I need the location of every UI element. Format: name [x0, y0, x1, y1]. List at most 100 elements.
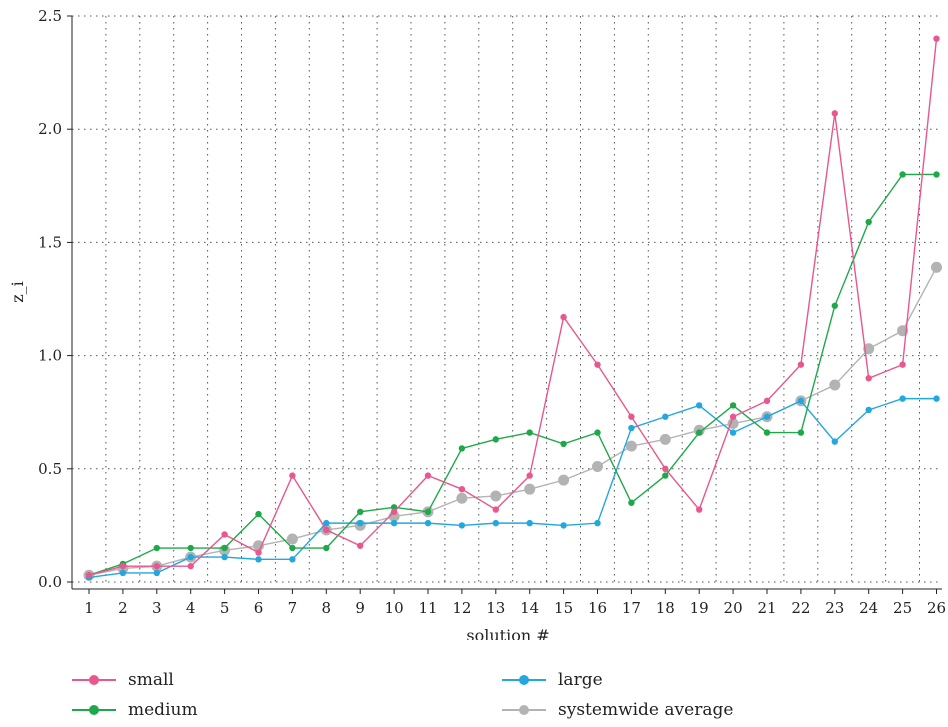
x-tick-labels: 1 2 3 4 5 6 7 8 9 10 11 12 13 14 15 16 17 18 19 20 21 22 23 24 2… — [84, 599, 946, 617]
data-point-medium — [323, 544, 330, 552]
y-tick-label: 0.0 — [38, 573, 62, 591]
x-tick-label: 17 — [622, 599, 641, 617]
data-point-small — [323, 526, 330, 534]
data-point-medium — [153, 544, 160, 552]
data-point-small — [763, 397, 771, 405]
x-tick-label: 18 — [656, 599, 675, 617]
data-point-small — [255, 549, 262, 556]
legend-item-medium: medium — [72, 699, 198, 721]
x-tick-label: 9 — [355, 599, 365, 617]
legend-swatch-medium — [72, 699, 116, 721]
data-point-systemwide-average — [625, 440, 637, 452]
data-point-large — [357, 519, 364, 527]
data-point-medium — [729, 402, 737, 409]
data-point-systemwide-average — [456, 492, 468, 504]
data-point-medium — [424, 508, 432, 516]
data-point-medium — [865, 218, 872, 226]
y-tick-label: 1.0 — [38, 347, 62, 365]
x-tick-label: 3 — [152, 599, 162, 617]
data-point-systemwide-average — [558, 474, 570, 486]
grid-lines — [71, 15, 942, 583]
data-point-large — [662, 413, 669, 420]
data-point-large — [865, 406, 872, 414]
legend-item-large: large — [502, 669, 603, 691]
x-tick-label: 14 — [520, 599, 539, 617]
legend-swatch-large — [502, 669, 546, 691]
x-tick-label: 15 — [554, 599, 573, 617]
data-point-medium — [899, 171, 906, 178]
y-tick-label: 2.5 — [38, 7, 62, 25]
data-point-systemwide-average — [524, 483, 536, 495]
series-line-small — [88, 38, 938, 576]
data-point-small — [865, 375, 872, 382]
data-point-small — [729, 413, 737, 420]
data-point-small — [357, 542, 364, 549]
x-tick-label: 11 — [418, 599, 437, 617]
x-tick-label: 26 — [927, 599, 946, 617]
line-chart: 0.00.51.01.52.02.5 1 2 3 4 5 6 7 8 9 10 11 12 13 14 15… — [8, 7, 946, 640]
x-tick-label: 8 — [322, 599, 332, 617]
data-point-large — [899, 395, 906, 402]
data-point-small — [628, 413, 635, 420]
data-point-large — [526, 519, 533, 527]
x-tick-label: 16 — [588, 599, 607, 617]
x-tick-label: 5 — [220, 599, 230, 617]
series-line-large — [88, 397, 937, 579]
data-point-large — [831, 438, 838, 445]
data-point-small — [492, 506, 499, 513]
x-tick-label: 22 — [791, 599, 810, 617]
data-point-large — [458, 522, 466, 529]
data-point-small — [221, 531, 228, 538]
series-line-medium — [88, 173, 937, 576]
x-tick-label: 2 — [118, 599, 128, 617]
data-point-small — [289, 472, 296, 479]
data-point-large — [560, 522, 567, 529]
data-point-large — [628, 424, 635, 432]
x-tick-label: 10 — [385, 599, 404, 617]
data-point-large — [289, 556, 296, 563]
data-point-medium — [933, 171, 940, 178]
data-point-large — [696, 402, 703, 409]
data-point-small — [560, 313, 567, 321]
data-point-systemwide-average — [829, 379, 841, 391]
x-tick-label: 23 — [825, 599, 844, 617]
legend-label-small: small — [128, 670, 174, 690]
data-point-small — [85, 572, 93, 579]
data-point-large — [729, 429, 737, 436]
axes — [67, 15, 942, 594]
x-tick-label: 4 — [186, 599, 196, 617]
data-point-large — [424, 519, 432, 527]
data-point-medium — [458, 445, 466, 452]
data-point-large — [797, 397, 805, 405]
legend-swatch-small — [72, 669, 116, 691]
x-tick-label: 7 — [288, 599, 298, 617]
series-large — [85, 395, 940, 581]
data-point-systemwide-average — [253, 540, 264, 552]
data-point-small — [696, 506, 703, 513]
series-small — [85, 35, 940, 579]
data-point-large — [594, 519, 601, 527]
legend-item-systemwide-average: systemwide average — [502, 699, 733, 721]
data-point-small — [662, 465, 669, 472]
data-point-medium — [628, 499, 635, 506]
data-point-medium — [831, 302, 838, 309]
data-point-medium — [763, 429, 771, 436]
legend-item-small: small — [72, 669, 174, 691]
data-point-medium — [526, 429, 533, 436]
data-point-small — [933, 35, 940, 42]
data-point-medium — [797, 429, 805, 436]
data-point-small — [119, 562, 127, 570]
data-point-large — [187, 553, 194, 561]
series-medium — [85, 171, 940, 579]
data-point-medium — [390, 504, 398, 511]
data-point-large — [255, 556, 262, 563]
data-point-medium — [255, 510, 262, 518]
legend-label-systemwide-average: systemwide average — [558, 700, 734, 720]
data-point-medium — [662, 472, 669, 479]
data-point-large — [221, 553, 228, 561]
y-axis-label: z_i — [8, 281, 27, 303]
data-point-large — [119, 569, 127, 577]
x-tick-label: 19 — [690, 599, 709, 617]
data-point-medium — [594, 429, 601, 436]
data-point-systemwide-average — [490, 490, 502, 502]
